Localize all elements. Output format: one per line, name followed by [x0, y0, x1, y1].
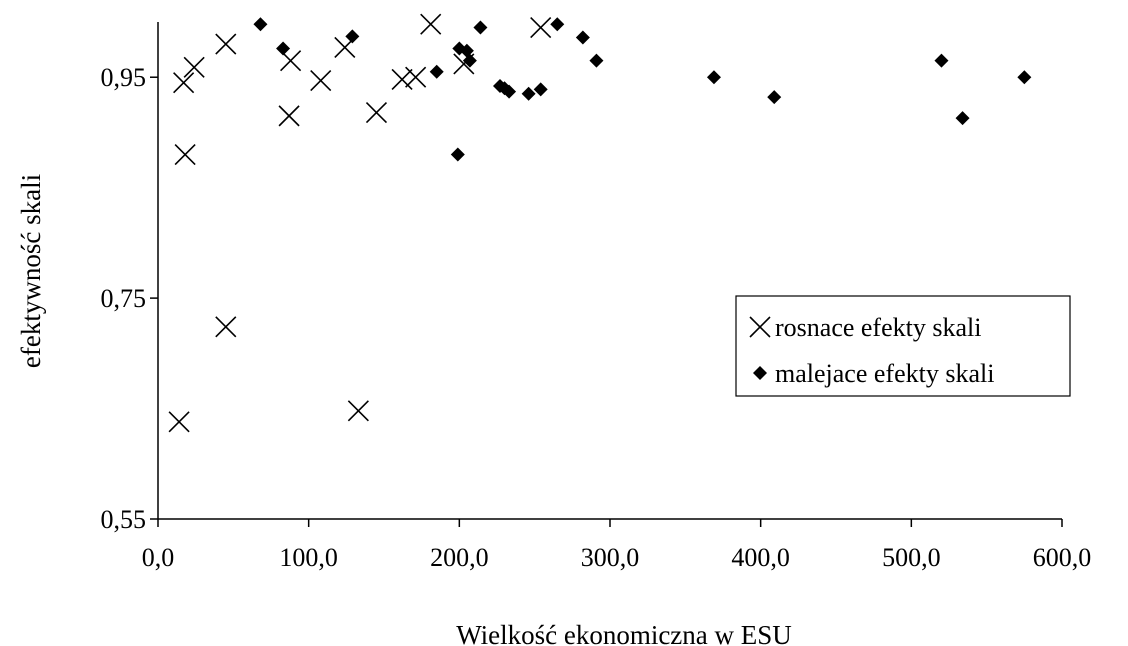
diamond-point — [955, 111, 970, 126]
cross-point — [310, 69, 332, 92]
cross-point — [173, 72, 195, 94]
diamond-point — [521, 86, 536, 101]
diamond-point — [767, 90, 782, 105]
diamond-point — [450, 147, 465, 162]
legend-diamond-icon — [753, 366, 767, 380]
diamond-point — [589, 53, 604, 68]
diamond-point — [1017, 70, 1032, 85]
cross-point — [215, 33, 237, 55]
y-axis-title: efektywność skali — [16, 174, 46, 368]
cross-point — [420, 13, 442, 35]
x-tick-label: 300,0 — [581, 543, 640, 572]
diamond-point — [502, 84, 517, 99]
x-tick-label: 0,0 — [142, 543, 175, 572]
cross-point — [174, 143, 196, 166]
cross-point — [183, 56, 205, 78]
cross-point — [278, 105, 300, 127]
cross-point — [365, 101, 388, 124]
diamond-point — [429, 64, 444, 79]
y-tick-label: 0,95 — [101, 63, 147, 92]
diamond-point — [276, 41, 291, 56]
x-axis-title: Wielkość ekonomiczna w ESU — [456, 620, 792, 646]
plot-marks — [168, 13, 1032, 433]
cross-point — [391, 68, 413, 90]
x-tick-label: 100,0 — [279, 543, 338, 572]
legend: rosnace efekty skali malejace efekty skal… — [735, 295, 1071, 397]
cross-point — [215, 316, 237, 338]
cross-point — [347, 400, 369, 422]
diamond-point — [575, 30, 590, 45]
x-tick-label: 500,0 — [882, 543, 941, 572]
axes: 0,55 0,75 0,95 0,0 100,0 200,0 300,0 400,0 500,0… — [101, 22, 1092, 572]
diamond-point — [706, 70, 721, 85]
diamond-point — [550, 17, 565, 32]
legend-entry-label: malejace efekty skali — [775, 359, 994, 388]
x-tick-label: 200,0 — [430, 543, 489, 572]
x-tick-label: 400,0 — [731, 543, 790, 572]
diamond-point — [462, 53, 477, 68]
y-tick-label: 0,75 — [101, 284, 147, 313]
y-tick-label: 0,55 — [101, 505, 147, 534]
cross-point — [530, 16, 552, 39]
x-tick-label: 600,0 — [1033, 543, 1092, 572]
cross-point — [405, 66, 427, 88]
legend-cross-icon — [749, 316, 771, 338]
legend-box — [735, 295, 1071, 397]
diamond-point — [473, 20, 488, 35]
diamond-point — [533, 82, 548, 97]
diamond-point — [253, 17, 268, 32]
cross-point — [168, 411, 190, 433]
diamond-point — [345, 29, 360, 44]
legend-entry-label: rosnace efekty skali — [775, 313, 981, 342]
diamond-point — [934, 53, 949, 68]
